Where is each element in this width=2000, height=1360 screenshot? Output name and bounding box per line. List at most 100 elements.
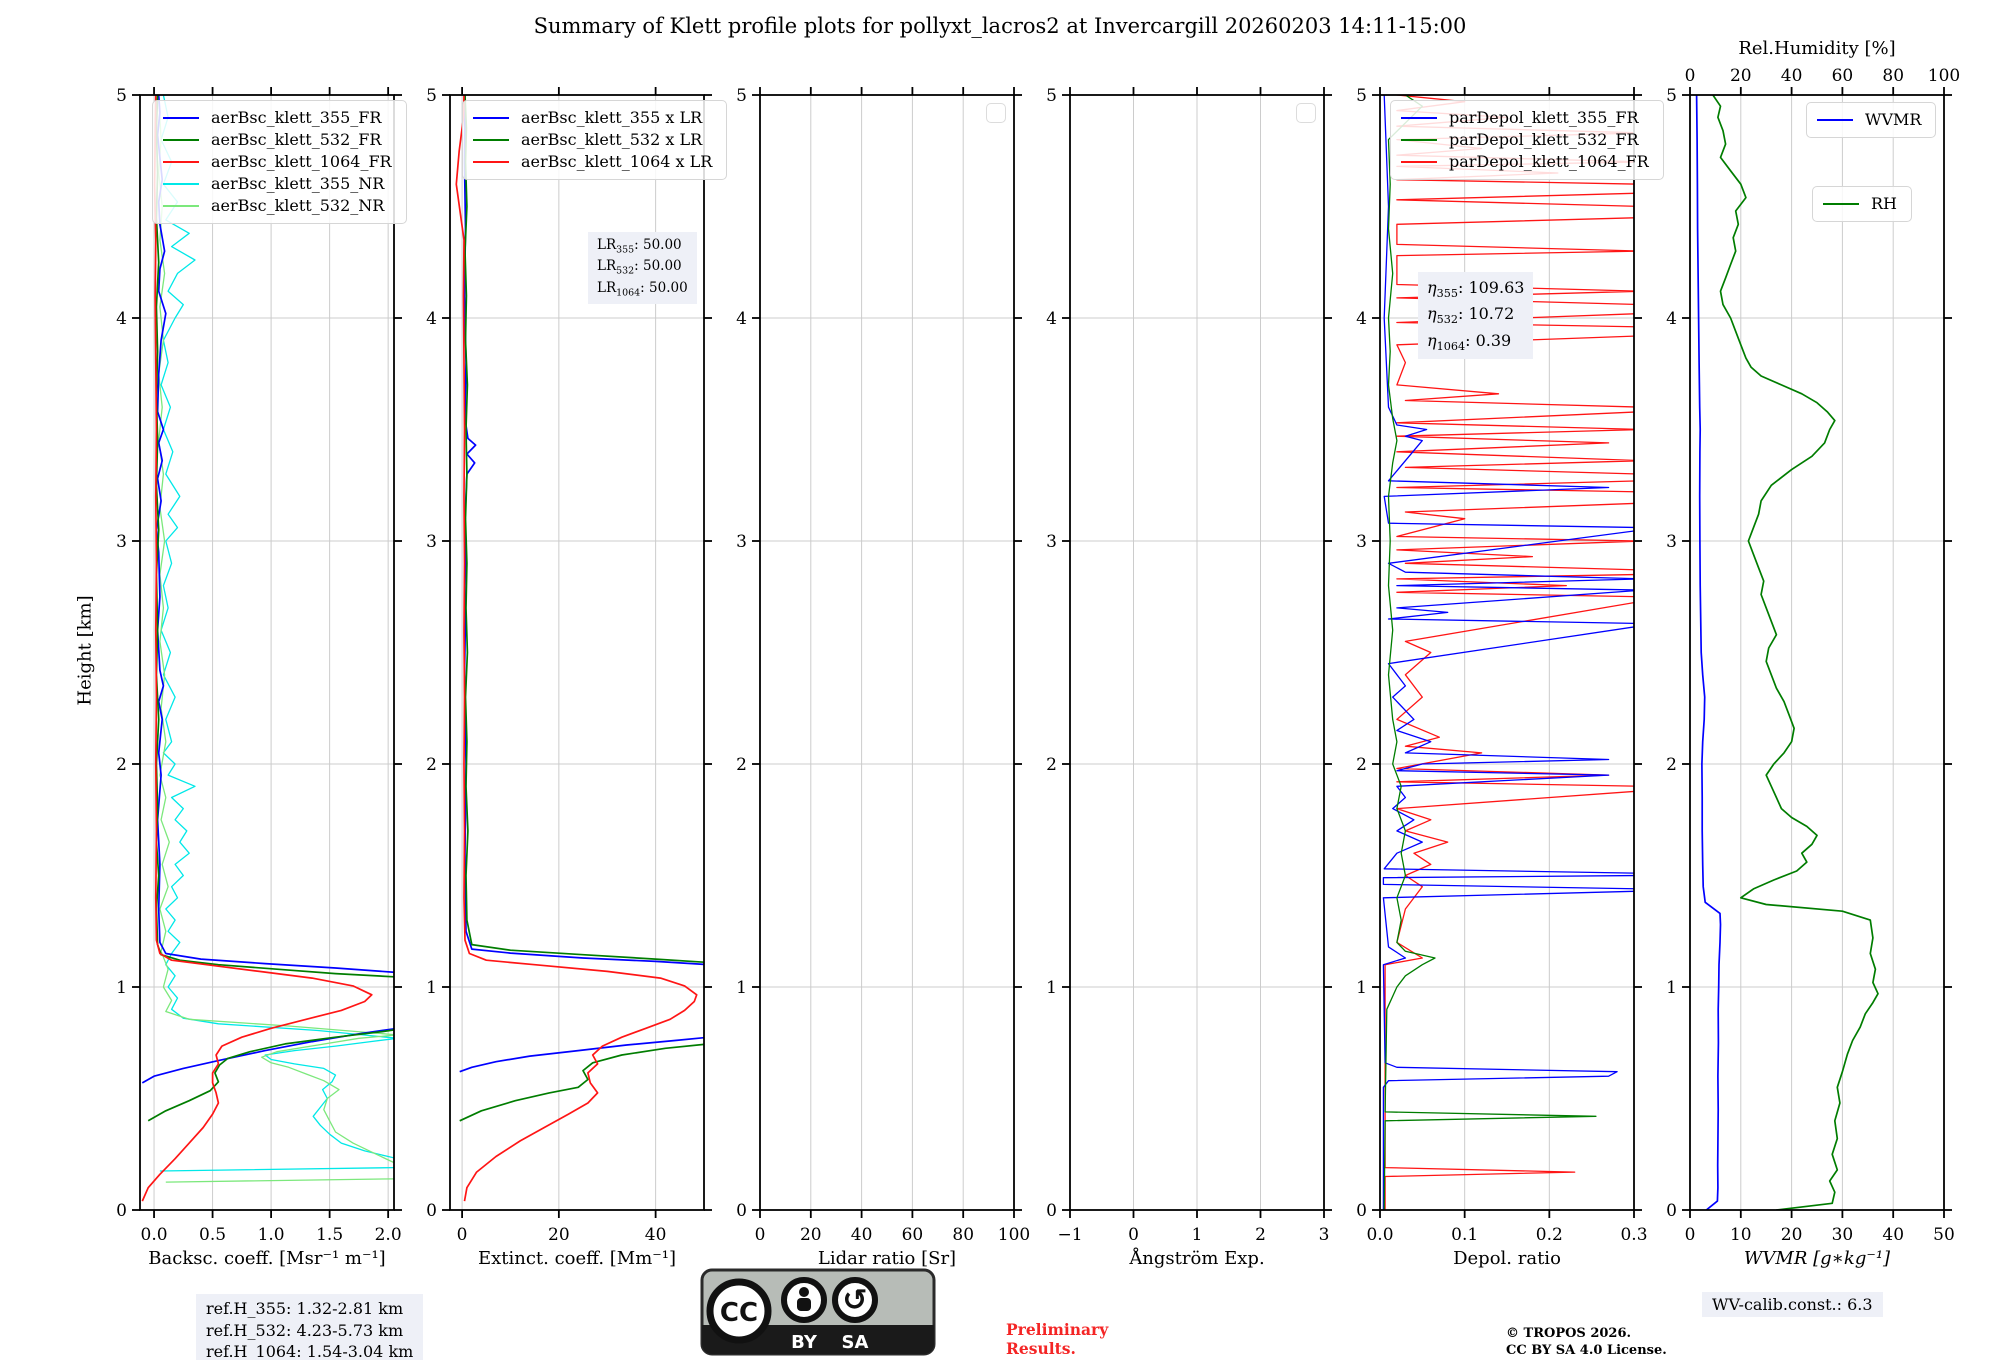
x-tick-label: 20 xyxy=(800,1225,822,1245)
y-tick-label: 0 xyxy=(116,1201,127,1221)
x-tick-label: 0.5 xyxy=(199,1225,226,1245)
x-tick-label: 40 xyxy=(645,1225,667,1245)
x-tick-label: 0 xyxy=(1128,1225,1139,1245)
toplabel-rel-humidity: Rel.Humidity [%] xyxy=(1738,38,1896,59)
legend-item: aerBsc_klett_355_FR xyxy=(163,107,392,129)
panel-frame xyxy=(1689,94,1945,1211)
preliminary-results-note: Preliminary Results. xyxy=(1006,1320,1108,1359)
xlabel-backscatter: Backsc. coeff. [Msr⁻¹ m⁻¹] xyxy=(148,1248,386,1269)
preliminary-line1: Preliminary xyxy=(1006,1320,1109,1339)
height-axis-label: Height [km] xyxy=(74,595,96,706)
legend-item-label: aerBsc_klett_532 x LR xyxy=(521,130,703,149)
series-aerBsc_klett_532_xLR xyxy=(459,95,704,1122)
legend-line-sample xyxy=(473,161,509,163)
legend-depol: parDepol_klett_355_FR parDepol_klett_532… xyxy=(1390,100,1664,180)
cc-by-sa-badge: CC ↺ BY SA xyxy=(700,1268,936,1356)
top-tick-label: 100 xyxy=(1928,66,1960,86)
y-tick-label: 3 xyxy=(1666,532,1677,552)
eta-532-line: η532: 10.72 xyxy=(1427,304,1515,327)
legend-line-sample xyxy=(1401,139,1437,141)
series-aerBsc_klett_532_NR xyxy=(158,95,394,1183)
y-tick-label: 2 xyxy=(736,755,747,775)
copyright-line1: © TROPOS 2026. xyxy=(1506,1326,1632,1341)
x-tick-label: 0.1 xyxy=(1451,1225,1478,1245)
x-tick-label: 40 xyxy=(1882,1225,1904,1245)
y-tick-label: 1 xyxy=(116,978,127,998)
legend-item-label: parDepol_klett_532_FR xyxy=(1449,130,1639,149)
x-tick-label: 0.0 xyxy=(141,1225,168,1245)
xlabel-angstrom: Ångström Exp. xyxy=(1129,1248,1265,1269)
legend-item-label: parDepol_klett_355_FR xyxy=(1449,108,1639,127)
x-tick-label: 2.0 xyxy=(375,1225,402,1245)
copyright-line2: CC BY SA 4.0 License. xyxy=(1506,1342,1667,1358)
top-tick-label: 60 xyxy=(1832,66,1854,86)
y-tick-label: 2 xyxy=(1666,755,1677,775)
legend-item-label: aerBsc_klett_532_FR xyxy=(211,130,382,149)
lidar-ratio-annotation: LR355: 50.00 LR532: 50.00 LR1064: 50.00 xyxy=(588,232,697,305)
y-tick-label: 4 xyxy=(426,309,437,329)
series-aerBsc_klett_532_FR xyxy=(147,95,394,1122)
x-tick-label: 0.3 xyxy=(1620,1225,1647,1245)
refh-1064: ref.H_1064: 1.54-3.04 km xyxy=(206,1342,414,1360)
y-tick-label: 5 xyxy=(1666,86,1677,106)
legend-line-sample xyxy=(1401,117,1437,119)
sa-arrow-glyph: ↺ xyxy=(842,1283,867,1318)
sa-arrow-icon xyxy=(832,1277,878,1323)
preliminary-line2: Results. xyxy=(1006,1339,1076,1359)
x-tick-label: 0 xyxy=(457,1225,468,1245)
y-tick-label: 1 xyxy=(1046,978,1057,998)
y-tick-label: 1 xyxy=(1666,978,1677,998)
series-parDepol_klett_355_FR xyxy=(1382,95,1634,1210)
x-tick-label: 50 xyxy=(1933,1225,1955,1245)
top-tick-label: 0 xyxy=(1685,66,1696,86)
y-tick-label: 4 xyxy=(736,309,747,329)
legend-line-sample xyxy=(1401,161,1437,163)
panel-frame xyxy=(1379,94,1635,1211)
legend-line-sample xyxy=(1823,203,1859,205)
legend-line-sample xyxy=(473,117,509,119)
xlabel-lidar-ratio: Lidar ratio [Sr] xyxy=(817,1248,957,1269)
legend-extinction: aerBsc_klett_355 x LR aerBsc_klett_532 x… xyxy=(462,100,728,180)
top-tick-label: 20 xyxy=(1730,66,1752,86)
x-tick-label: 40 xyxy=(851,1225,873,1245)
legend-wvmr: WVMR xyxy=(1806,102,1937,138)
cc-circle-icon xyxy=(706,1278,772,1344)
x-tick-label: 30 xyxy=(1832,1225,1854,1245)
y-tick-label: 3 xyxy=(426,532,437,552)
x-tick-label: 20 xyxy=(1781,1225,1803,1245)
legend-line-sample xyxy=(473,139,509,141)
series-aerBsc_klett_355_NR xyxy=(159,95,394,1172)
legend-item-label: aerBsc_klett_1064 x LR xyxy=(521,152,713,171)
legend-rh: RH xyxy=(1812,186,1912,222)
legend-item-label: WVMR xyxy=(1865,110,1922,129)
x-tick-label: 0.0 xyxy=(1366,1225,1393,1245)
legend-item-label: aerBsc_klett_355 x LR xyxy=(521,108,703,127)
legend-item-label: aerBsc_klett_532_NR xyxy=(211,196,385,215)
y-tick-label: 3 xyxy=(736,532,747,552)
y-tick-label: 5 xyxy=(1356,86,1367,106)
by-text: BY xyxy=(791,1332,818,1353)
legend-item: RH xyxy=(1823,193,1897,215)
panel-frame xyxy=(759,94,1015,1211)
y-tick-label: 5 xyxy=(426,86,437,106)
legend-item: WVMR xyxy=(1817,109,1921,131)
x-tick-label: 10 xyxy=(1730,1225,1752,1245)
refh-532: ref.H_532: 4.23-5.73 km xyxy=(206,1320,404,1340)
x-tick-label: 0.2 xyxy=(1536,1225,1563,1245)
legend-item: aerBsc_klett_1064 x LR xyxy=(473,151,712,173)
y-tick-label: 3 xyxy=(1046,532,1057,552)
y-tick-label: 4 xyxy=(1356,309,1367,329)
x-tick-label: 2 xyxy=(1255,1225,1266,1245)
eta-annotation: η355: 109.63 η532: 10.72 η1064: 0.39 xyxy=(1418,272,1534,360)
y-tick-label: 5 xyxy=(116,86,127,106)
y-tick-label: 0 xyxy=(1046,1201,1057,1221)
series-parDepol_klett_1064_FR xyxy=(1384,95,1634,1210)
y-tick-label: 4 xyxy=(1046,309,1057,329)
legend-item-label: RH xyxy=(1871,194,1897,213)
y-tick-label: 5 xyxy=(736,86,747,106)
legend-item-label: aerBsc_klett_355_NR xyxy=(211,174,385,193)
reference-height-annotation: ref.H_355: 1.32-2.81 km ref.H_532: 4.23-… xyxy=(196,1294,424,1360)
y-tick-label: 4 xyxy=(1666,309,1677,329)
